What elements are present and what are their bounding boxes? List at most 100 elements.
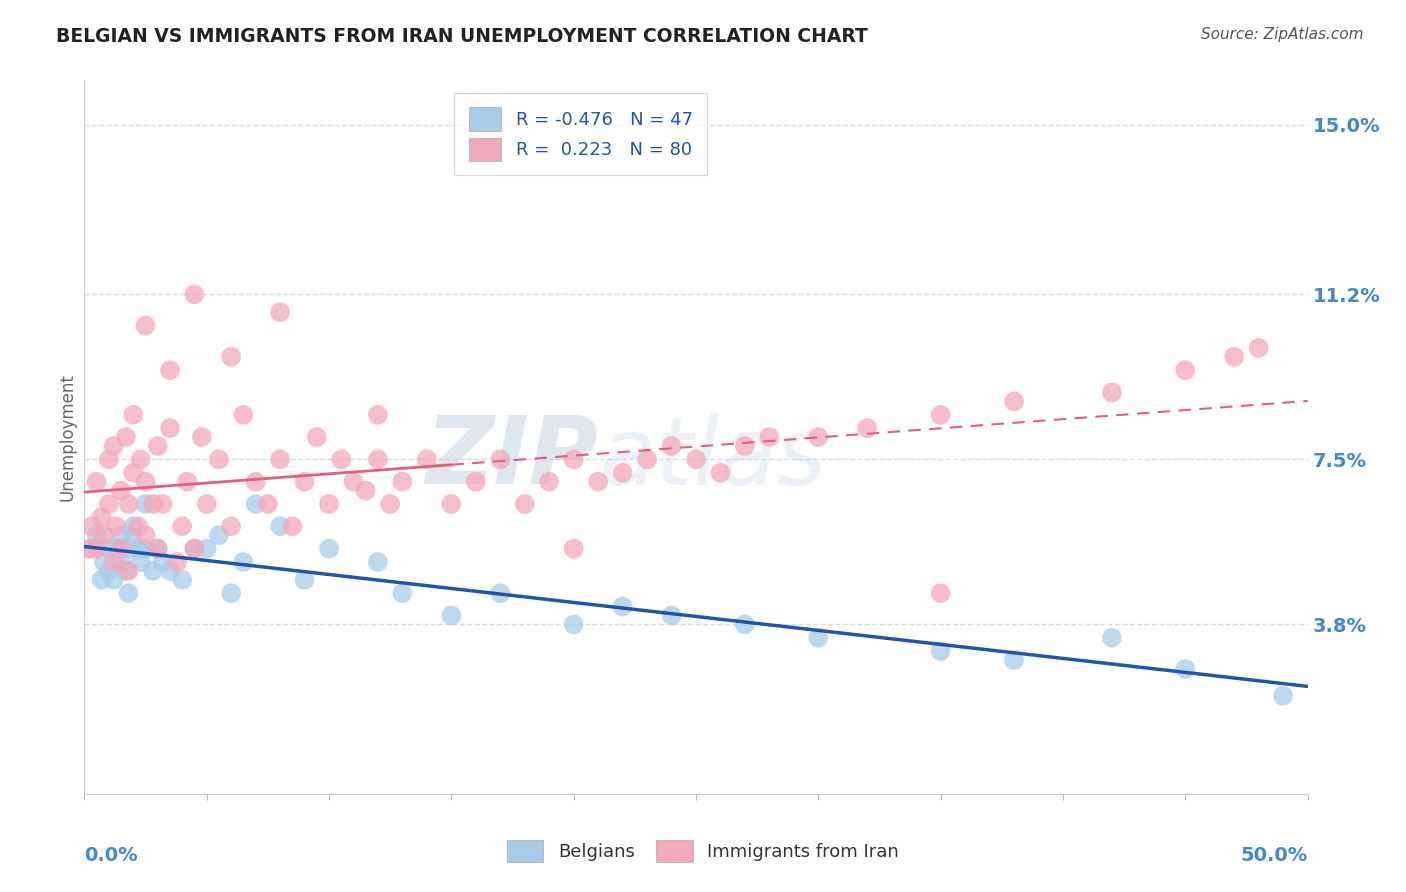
Point (219, 350, 242, 364)
Point (709, 466, 731, 480)
Point (159, 363, 181, 377)
Point (489, 452, 512, 467)
Point (219, 586, 242, 600)
Point (103, 555, 125, 569)
Point (416, 452, 439, 467)
Point (562, 452, 585, 467)
Point (269, 452, 291, 467)
Legend: Belgians, Immigrants from Iran: Belgians, Immigrants from Iran (501, 833, 905, 870)
Point (1174, 363, 1197, 377)
Point (269, 519, 291, 533)
Point (86, 475, 108, 489)
Point (103, 573, 125, 587)
Point (159, 564, 181, 578)
Point (172, 519, 194, 533)
Point (1002, 653, 1025, 667)
Point (183, 541, 205, 556)
Point (342, 475, 364, 489)
Point (195, 497, 218, 511)
Point (117, 564, 139, 578)
Point (489, 586, 512, 600)
Point (367, 555, 389, 569)
Point (122, 519, 145, 533)
Point (734, 617, 756, 632)
Point (294, 475, 316, 489)
Point (110, 541, 132, 556)
Point (464, 475, 486, 489)
Point (146, 541, 169, 556)
Point (586, 475, 609, 489)
Point (807, 430, 830, 444)
Point (103, 439, 125, 453)
Point (135, 475, 157, 489)
Point (122, 528, 145, 542)
Point (685, 452, 707, 467)
Point (305, 430, 328, 444)
Point (245, 475, 267, 489)
Text: 50.0%: 50.0% (1240, 846, 1308, 864)
Y-axis label: Unemployment: Unemployment (58, 373, 76, 501)
Point (758, 430, 780, 444)
Point (1101, 385, 1123, 400)
Point (142, 564, 165, 578)
Point (318, 541, 340, 556)
Point (122, 466, 145, 480)
Point (354, 483, 377, 498)
Point (135, 318, 157, 333)
Point (367, 408, 389, 422)
Point (208, 528, 231, 542)
Point (929, 408, 952, 422)
Point (1247, 341, 1270, 355)
Point (97, 452, 120, 467)
Point (110, 528, 132, 542)
Point (77, 541, 100, 556)
Point (93, 555, 115, 569)
Point (661, 439, 683, 453)
Text: ZIP: ZIP (425, 412, 598, 505)
Point (612, 466, 634, 480)
Point (152, 497, 174, 511)
Point (117, 541, 139, 556)
Point (1002, 394, 1025, 409)
Point (142, 497, 165, 511)
Point (1223, 350, 1246, 364)
Point (115, 430, 138, 444)
Legend: R = -0.476   N = 47, R =  0.223   N = 80: R = -0.476 N = 47, R = 0.223 N = 80 (454, 93, 707, 176)
Point (105, 541, 128, 556)
Point (330, 452, 353, 467)
Point (391, 475, 413, 489)
Point (110, 555, 132, 569)
Point (135, 541, 157, 556)
Point (129, 555, 152, 569)
Point (127, 541, 149, 556)
Point (195, 541, 218, 556)
Point (146, 541, 169, 556)
Point (440, 497, 463, 511)
Point (152, 555, 174, 569)
Point (90, 573, 112, 587)
Point (612, 599, 634, 614)
Point (97, 564, 120, 578)
Point (318, 497, 340, 511)
Point (856, 421, 879, 435)
Point (183, 541, 205, 556)
Point (294, 573, 316, 587)
Point (734, 439, 756, 453)
Point (391, 586, 413, 600)
Point (176, 475, 198, 489)
Point (661, 608, 683, 623)
Point (97, 541, 120, 556)
Point (232, 555, 254, 569)
Point (90, 510, 112, 524)
Point (219, 519, 242, 533)
Point (97, 497, 120, 511)
Point (440, 608, 463, 623)
Point (127, 519, 149, 533)
Point (117, 586, 139, 600)
Point (380, 497, 402, 511)
Point (183, 287, 205, 301)
Point (80, 519, 103, 533)
Point (281, 519, 304, 533)
Point (807, 631, 830, 645)
Point (929, 586, 952, 600)
